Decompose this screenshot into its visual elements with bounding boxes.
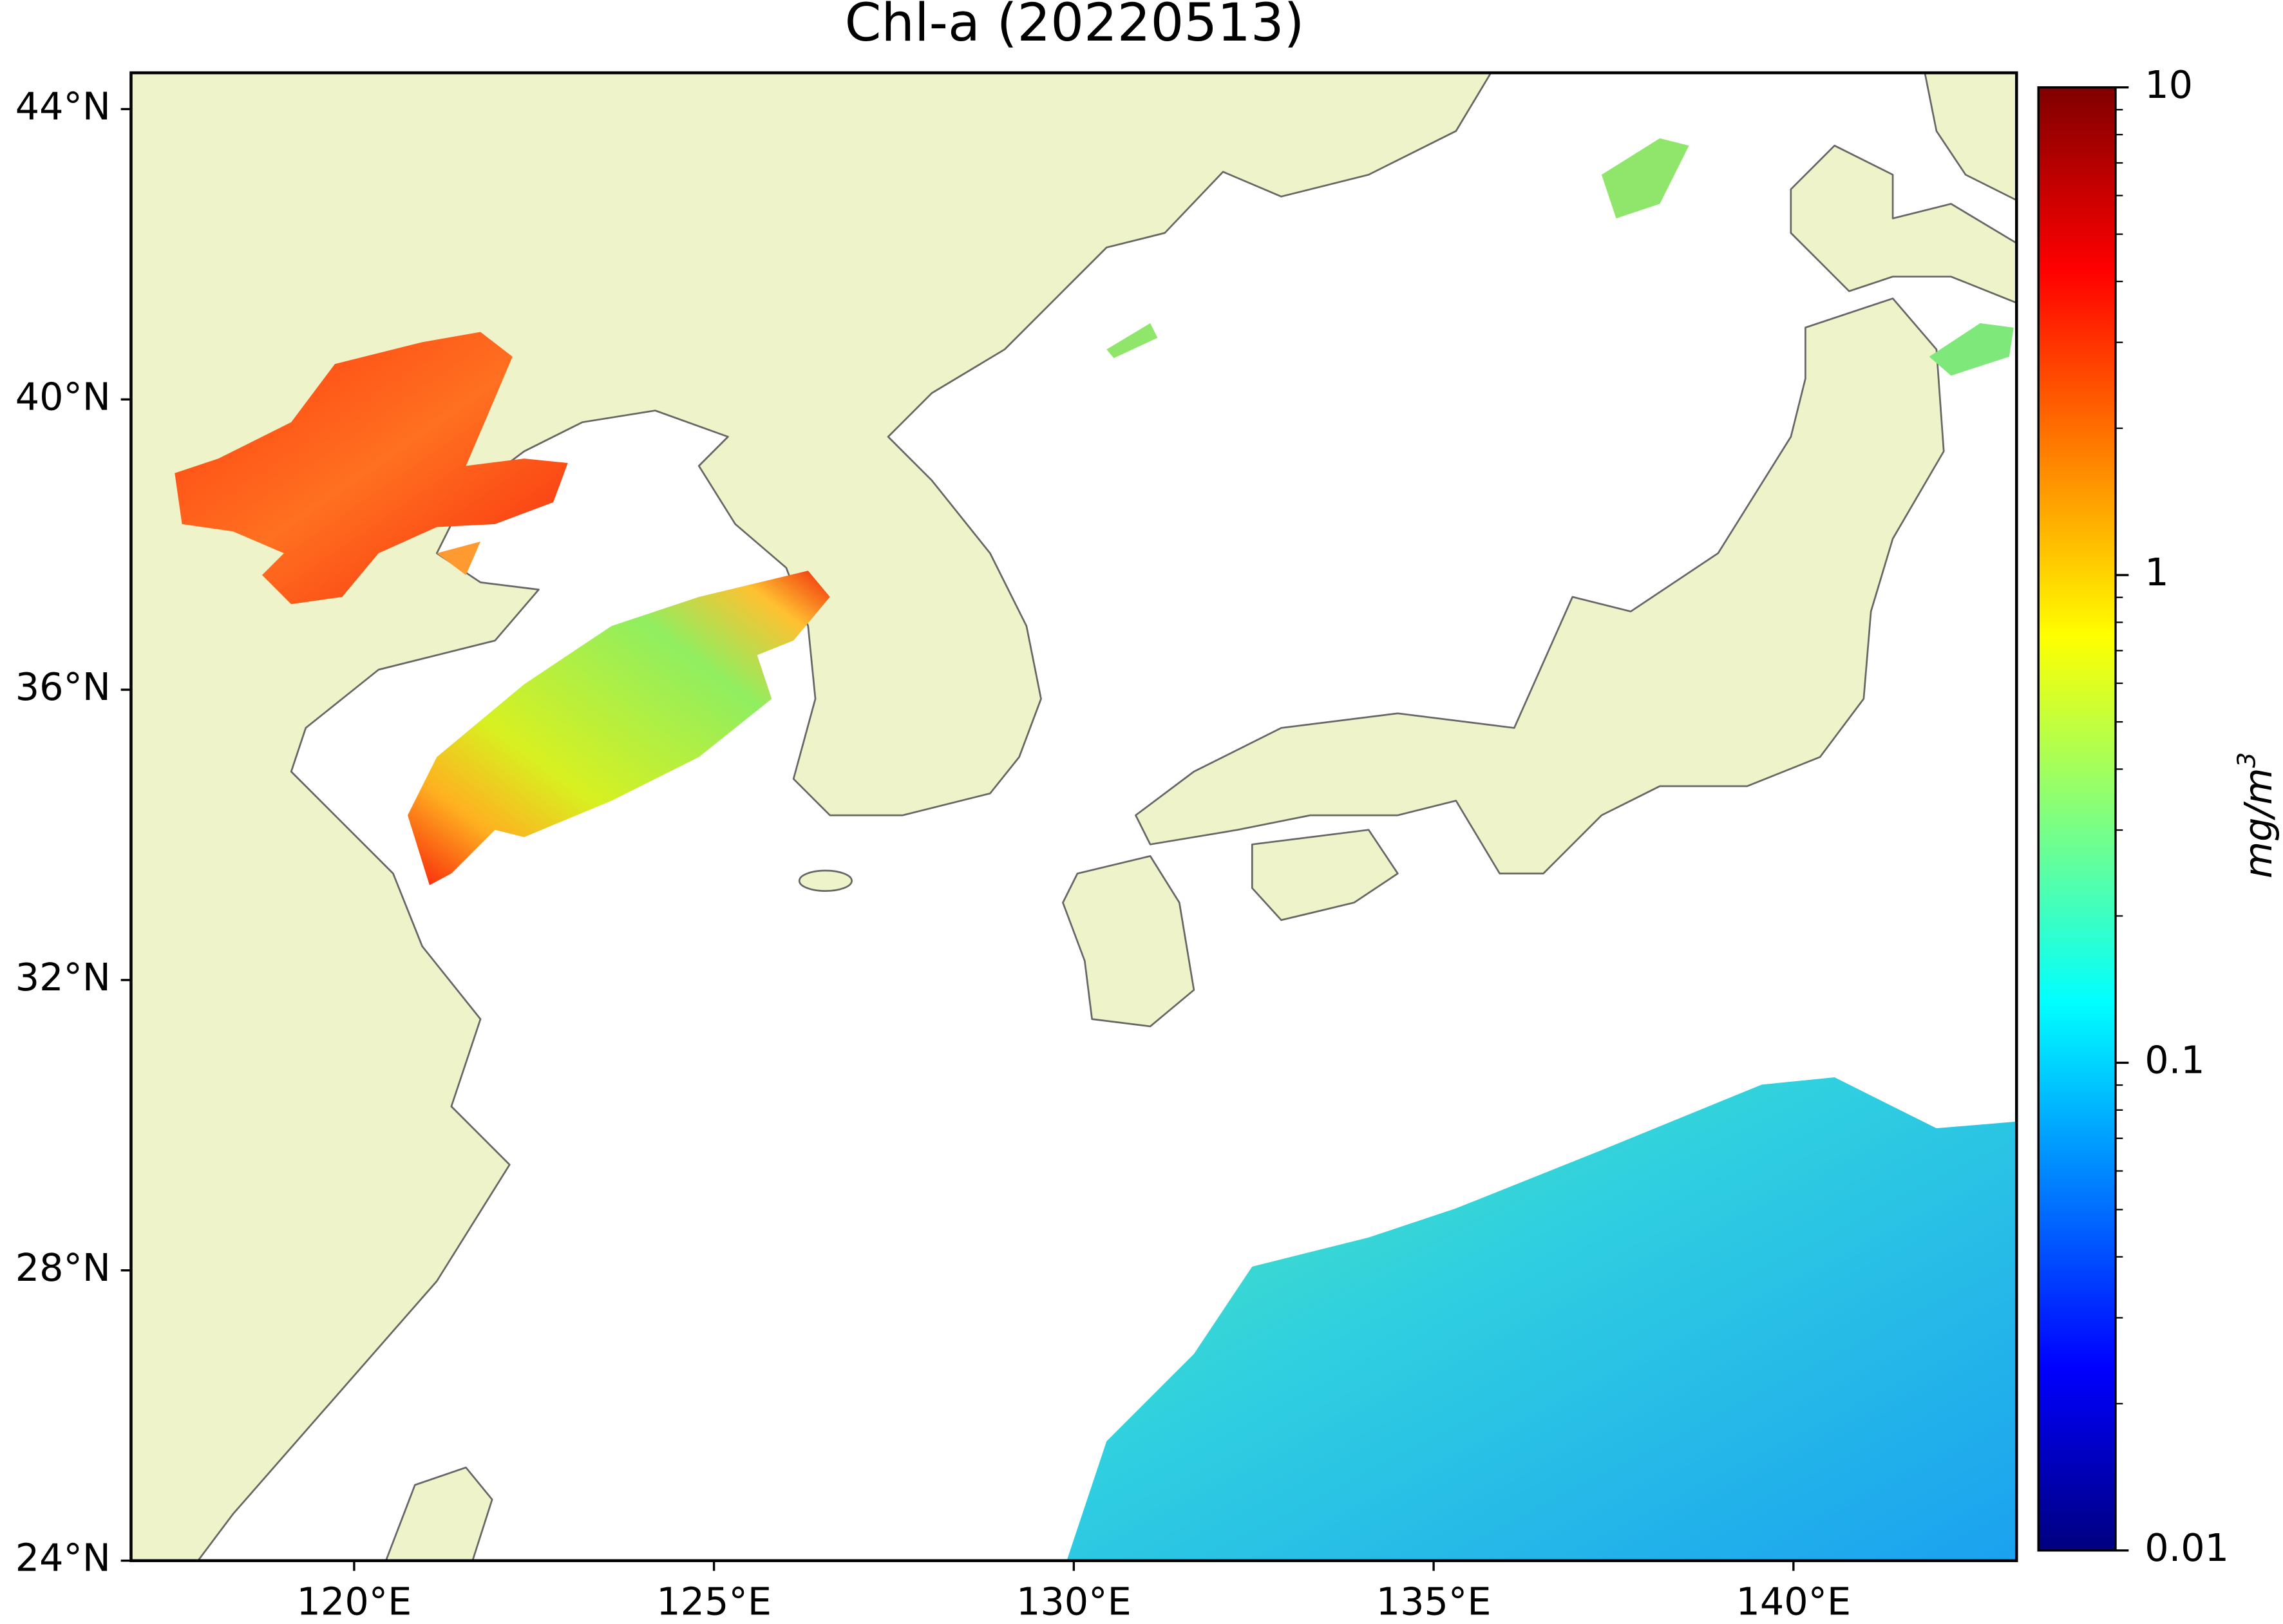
y-tick-label: 32°N [15, 955, 111, 999]
y-tick-label: 28°N [15, 1245, 111, 1290]
colorbar [2037, 86, 2117, 1552]
x-tick-label: 120°E [297, 1580, 412, 1624]
land-honshu [1135, 297, 1945, 874]
land-taiwan [384, 1466, 493, 1561]
chl-patch [1601, 138, 1689, 219]
colorbar-label-superscript: 3 [2232, 752, 2261, 768]
colorbar-tick-label: 0.01 [2145, 1525, 2229, 1570]
land-jeju [798, 869, 853, 892]
land-sakhalin [1924, 73, 2017, 202]
colorbar-tick-label: 0.1 [2145, 1038, 2204, 1082]
land-kyushu [1062, 855, 1195, 1028]
chl-patch [437, 542, 481, 576]
map-title: Chl-a (20220513) [845, 0, 1305, 53]
chl-patch [1929, 323, 2014, 376]
colorbar-label-text: mg/m [2236, 768, 2280, 879]
x-tick-label: 130°E [1016, 1580, 1132, 1624]
x-tick-label: 135°E [1376, 1580, 1492, 1624]
land-shikoku [1251, 829, 1399, 921]
chl-patch [1106, 323, 1158, 359]
colorbar-tick-label: 10 [2145, 62, 2193, 107]
y-tick-label: 40°N [15, 374, 111, 419]
chl-yellow-sea [408, 571, 830, 885]
y-tick-label: 44°N [15, 84, 111, 129]
x-tick-label: 125°E [656, 1580, 772, 1624]
axes: 120°E 125°E 130°E 135°E 140°E 24°N 28°N 32°N 36°… [15, 84, 1851, 1624]
x-tick-label: 140°E [1736, 1580, 1852, 1624]
y-tick-label: 36°N [15, 665, 111, 709]
map-area [131, 73, 2017, 1561]
colorbar-label: mg/m3 [2232, 752, 2280, 878]
chl-pacific [1066, 1077, 2017, 1561]
chl-bohai [175, 332, 568, 605]
colorbar-tick-label: 1 [2145, 550, 2168, 594]
land-hokkaido [1790, 144, 2017, 304]
y-tick-label: 24°N [15, 1536, 111, 1580]
